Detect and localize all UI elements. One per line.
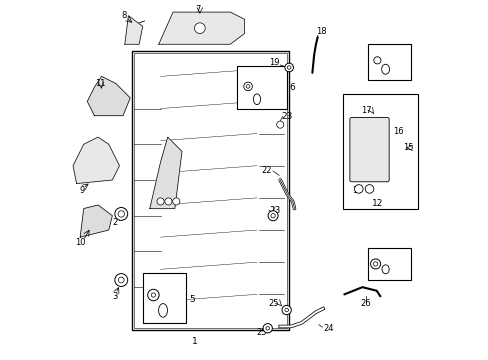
- Circle shape: [147, 289, 159, 301]
- Text: 23: 23: [281, 112, 292, 121]
- Text: 22: 22: [262, 166, 272, 175]
- Circle shape: [285, 308, 288, 312]
- Ellipse shape: [381, 64, 389, 74]
- Circle shape: [276, 121, 283, 128]
- Text: 9: 9: [79, 186, 84, 195]
- Circle shape: [157, 198, 164, 205]
- Text: 4: 4: [160, 165, 164, 174]
- Ellipse shape: [158, 303, 167, 317]
- Bar: [342, 94, 417, 208]
- Text: 14: 14: [400, 58, 411, 67]
- Text: 26: 26: [360, 299, 370, 308]
- Circle shape: [265, 327, 269, 330]
- Circle shape: [194, 23, 205, 33]
- Ellipse shape: [381, 265, 388, 274]
- Text: 21: 21: [372, 46, 383, 55]
- Circle shape: [118, 277, 124, 283]
- Text: 23: 23: [269, 206, 280, 215]
- Circle shape: [365, 185, 373, 193]
- Circle shape: [263, 324, 272, 333]
- Circle shape: [118, 211, 124, 217]
- Text: 25: 25: [256, 328, 266, 337]
- Text: 7: 7: [195, 5, 201, 14]
- Text: 16: 16: [392, 127, 403, 136]
- Text: 12: 12: [371, 199, 383, 208]
- Text: 17: 17: [360, 106, 370, 115]
- Circle shape: [354, 185, 363, 193]
- Circle shape: [151, 293, 155, 297]
- Circle shape: [115, 274, 127, 287]
- Polygon shape: [124, 16, 142, 44]
- Text: 2: 2: [112, 219, 118, 228]
- Text: 11: 11: [95, 79, 105, 88]
- Text: 5: 5: [189, 295, 195, 304]
- Text: 8: 8: [121, 11, 126, 20]
- Bar: [367, 44, 410, 80]
- Circle shape: [172, 198, 180, 205]
- Text: 25: 25: [268, 299, 278, 308]
- Text: 6: 6: [288, 83, 294, 92]
- Text: 24: 24: [323, 324, 333, 333]
- Polygon shape: [80, 205, 112, 237]
- Text: 15: 15: [402, 143, 412, 152]
- Circle shape: [267, 211, 278, 221]
- Circle shape: [244, 82, 252, 91]
- Circle shape: [373, 262, 377, 266]
- Polygon shape: [159, 12, 244, 44]
- Text: 13: 13: [351, 185, 362, 194]
- Bar: [134, 53, 287, 328]
- Text: 1: 1: [191, 337, 197, 346]
- Bar: [142, 273, 185, 323]
- Bar: [132, 51, 288, 330]
- Bar: [237, 66, 287, 109]
- Circle shape: [285, 63, 293, 72]
- Text: 10: 10: [75, 238, 85, 247]
- Polygon shape: [73, 137, 119, 184]
- Bar: [367, 248, 410, 280]
- Polygon shape: [149, 137, 182, 208]
- FancyBboxPatch shape: [349, 117, 388, 182]
- Text: 27: 27: [401, 260, 412, 269]
- Text: 18: 18: [315, 27, 326, 36]
- Circle shape: [282, 305, 291, 315]
- Text: 19: 19: [268, 58, 279, 67]
- Circle shape: [373, 57, 380, 64]
- Circle shape: [270, 213, 275, 218]
- Circle shape: [246, 85, 249, 88]
- Ellipse shape: [253, 94, 260, 105]
- Circle shape: [164, 198, 172, 205]
- Text: 3: 3: [112, 292, 118, 301]
- Circle shape: [287, 66, 290, 69]
- Circle shape: [370, 259, 380, 269]
- Circle shape: [115, 207, 127, 220]
- Polygon shape: [87, 76, 130, 116]
- Text: 20: 20: [260, 76, 270, 85]
